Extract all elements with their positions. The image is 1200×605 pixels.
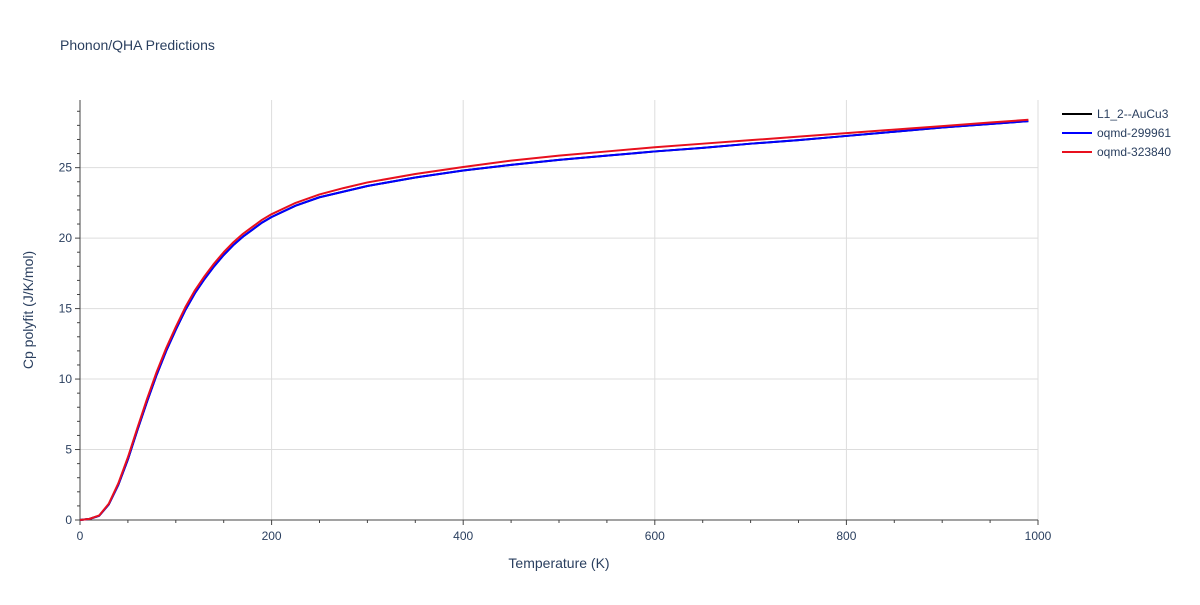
x-tick-label: 0: [77, 529, 84, 543]
series-layer: [79, 118, 1029, 521]
x-tick-label: 800: [836, 529, 856, 543]
grid-layer: [80, 100, 1039, 520]
x-tick-label: 200: [262, 529, 282, 543]
legend-label: L1_2--AuCu3: [1097, 107, 1169, 121]
x-axis-title: Temperature (K): [508, 555, 609, 571]
x-tick-label: 600: [645, 529, 665, 543]
x-tick-label: 400: [453, 529, 473, 543]
legend-label: oqmd-323840: [1097, 145, 1171, 159]
legend-item[interactable]: L1_2--AuCu3: [1062, 107, 1169, 121]
legend[interactable]: L1_2--AuCu3 oqmd-299961 oqmd-323840: [1062, 107, 1171, 159]
y-axis-title: Cp polyfit (J/K/mol): [20, 251, 36, 369]
y-tick-label: 25: [59, 161, 73, 175]
y-tick-label: 20: [59, 231, 73, 245]
series-line-L1_2--AuCu3: [79, 120, 1029, 521]
y-tick-label: 10: [59, 372, 73, 386]
y-tick-label: 0: [65, 513, 72, 527]
y-tick-label: 15: [59, 302, 73, 316]
legend-item[interactable]: oqmd-299961: [1062, 126, 1171, 140]
series-line-oqmd-323840: [79, 118, 1029, 521]
axis-layer: 0 200 400 600 800 1000 0 5 10 15 20 25: [59, 100, 1052, 543]
y-tick-label: 5: [65, 443, 72, 457]
chart-title: Phonon/QHA Predictions: [60, 37, 215, 53]
x-tick-label: 1000: [1025, 529, 1052, 543]
legend-item[interactable]: oqmd-323840: [1062, 145, 1171, 159]
legend-label: oqmd-299961: [1097, 126, 1171, 140]
series-line-oqmd-299961: [79, 120, 1029, 521]
